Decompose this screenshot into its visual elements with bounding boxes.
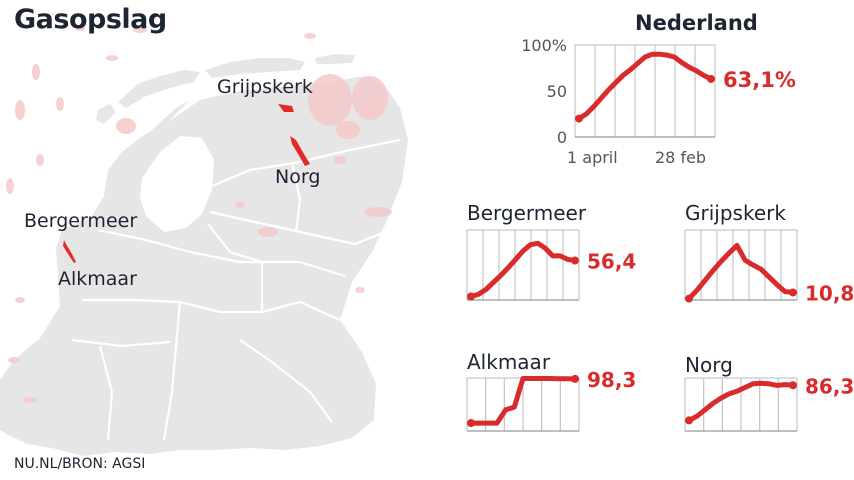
chart-norg: Norg 86,3 <box>684 353 854 432</box>
storage-norg <box>290 136 310 166</box>
map-mainland <box>0 76 408 456</box>
start-point <box>575 114 583 123</box>
map-label-grijpskerk: Grijpskerk <box>217 76 313 98</box>
y-tick-label: 50 <box>547 82 567 101</box>
end-value-label: 56,4 <box>587 250 636 274</box>
series-line <box>468 376 578 426</box>
end-value-label: 98,3 <box>587 368 636 392</box>
storage-bergermeer <box>63 240 76 263</box>
start-point <box>467 419 475 428</box>
end-point <box>789 288 797 297</box>
chart-title: Grijpskerk <box>685 201 786 225</box>
source-credit: NU.NL/BRON: AGSI <box>14 456 146 472</box>
end-point <box>789 381 797 390</box>
x-tick-label: 1 april <box>567 148 618 167</box>
start-point <box>685 294 693 303</box>
map-label-norg: Norg <box>275 166 321 188</box>
map-lake <box>140 136 214 232</box>
map-island <box>96 104 116 124</box>
start-point <box>467 292 475 301</box>
chart-title: Alkmaar <box>467 350 551 374</box>
end-point <box>571 256 579 265</box>
start-point <box>685 416 693 425</box>
series-line <box>468 240 578 299</box>
end-point <box>571 374 579 383</box>
series-line <box>576 51 714 122</box>
storage-grijpskerk <box>278 104 294 112</box>
y-tick-label: 100% <box>521 36 567 55</box>
chart-bergermeer: Bergermeer 56,4 <box>466 201 636 301</box>
series-line <box>686 380 796 423</box>
map-island <box>205 58 305 78</box>
end-value-label: 63,1% <box>723 68 796 92</box>
chart-grijpskerk: Grijpskerk 10,8 <box>684 201 854 305</box>
map-island <box>315 54 355 64</box>
series-line <box>686 242 796 302</box>
x-tick-label: 28 feb <box>655 148 706 167</box>
end-value-label: 10,8 <box>805 281 854 305</box>
chart-nederland: Nederland 0 50 100% 1 april 28 feb 63,1% <box>521 11 796 167</box>
map-label-bergermeer: Bergermeer <box>24 210 138 232</box>
map-label-alkmaar: Alkmaar <box>58 268 137 290</box>
end-point <box>707 74 715 83</box>
y-tick-label: 0 <box>557 128 567 147</box>
map-island <box>118 70 200 108</box>
chart-alkmaar: Alkmaar 98,3 <box>466 350 636 432</box>
chart-title: Nederland <box>635 11 758 35</box>
page-title: Gasopslag <box>14 4 167 35</box>
chart-title: Norg <box>685 353 733 377</box>
chart-title: Bergermeer <box>467 201 587 225</box>
end-value-label: 86,3 <box>805 374 854 398</box>
